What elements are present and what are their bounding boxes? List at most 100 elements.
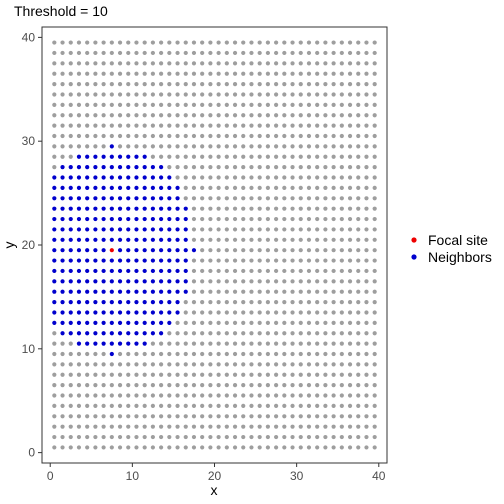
background-point — [274, 331, 279, 336]
background-point — [323, 227, 328, 232]
background-point — [159, 341, 164, 346]
background-point — [339, 268, 344, 274]
background-point — [183, 71, 188, 76]
background-point — [323, 175, 328, 180]
background-point — [85, 40, 90, 45]
background-point — [274, 341, 279, 346]
neighbor-point — [68, 279, 73, 284]
background-point — [257, 216, 262, 222]
background-point — [306, 50, 312, 56]
background-point — [356, 331, 361, 336]
background-point — [208, 403, 213, 408]
background-point — [274, 165, 279, 170]
background-point — [323, 414, 328, 419]
background-point — [274, 216, 279, 222]
background-point — [323, 341, 328, 346]
neighbor-point — [150, 289, 155, 294]
background-point — [126, 424, 131, 429]
background-point — [117, 113, 123, 118]
background-point — [331, 393, 336, 398]
background-point — [306, 403, 312, 408]
background-point — [76, 50, 82, 56]
background-point — [347, 414, 353, 419]
neighbor-point — [126, 258, 131, 263]
background-point — [290, 393, 295, 398]
background-point — [290, 196, 295, 201]
neighbor-point — [183, 268, 188, 274]
neighbor-point — [159, 279, 164, 284]
neighbor-point — [76, 237, 82, 242]
neighbor-point — [109, 216, 114, 222]
neighbor-point — [150, 248, 155, 253]
background-point — [265, 216, 270, 222]
background-point — [52, 113, 57, 118]
neighbor-point — [142, 341, 147, 346]
neighbor-point — [109, 289, 114, 294]
background-point — [323, 372, 328, 377]
neighbor-point — [85, 175, 90, 180]
background-point — [331, 227, 336, 232]
neighbor-point — [159, 331, 164, 336]
neighbor-point — [159, 300, 164, 305]
background-point — [290, 403, 295, 408]
background-point — [282, 300, 287, 305]
neighbor-point — [167, 320, 172, 325]
background-point — [175, 424, 180, 429]
background-point — [175, 403, 180, 408]
background-point — [282, 216, 287, 222]
neighbor-point — [109, 310, 114, 315]
background-point — [150, 92, 155, 97]
background-point — [347, 92, 353, 97]
background-point — [216, 133, 221, 139]
background-point — [347, 71, 353, 76]
background-point — [356, 268, 361, 274]
background-point — [298, 133, 303, 139]
background-point — [249, 71, 254, 76]
background-point — [191, 289, 197, 294]
background-point — [126, 113, 131, 118]
background-point — [52, 393, 57, 398]
background-point — [331, 154, 336, 159]
background-point — [257, 424, 262, 429]
background-point — [306, 40, 312, 45]
background-point — [52, 133, 57, 139]
background-point — [150, 351, 155, 357]
background-point — [356, 102, 361, 107]
background-point — [306, 71, 312, 76]
neighbor-point — [126, 248, 131, 253]
neighbor-point — [93, 196, 98, 201]
background-point — [298, 331, 303, 336]
background-point — [364, 383, 369, 388]
background-point — [60, 102, 65, 107]
background-point — [183, 300, 188, 305]
background-point — [208, 196, 213, 201]
background-point — [339, 92, 344, 97]
neighbor-point — [109, 320, 114, 325]
background-point — [191, 403, 197, 408]
background-point — [372, 351, 377, 357]
neighbor-point — [68, 248, 73, 253]
background-point — [224, 185, 229, 190]
background-point — [68, 341, 73, 346]
background-point — [117, 393, 123, 398]
neighbor-point — [101, 300, 106, 305]
background-point — [298, 383, 303, 388]
background-point — [224, 393, 229, 398]
neighbor-point — [101, 227, 106, 232]
background-point — [117, 61, 123, 66]
neighbor-point — [76, 341, 82, 346]
background-point — [339, 383, 344, 388]
background-point — [315, 393, 320, 398]
background-point — [224, 175, 229, 180]
neighbor-point — [175, 258, 180, 263]
background-point — [216, 320, 221, 325]
background-point — [191, 133, 197, 139]
background-point — [241, 102, 246, 107]
background-point — [257, 61, 262, 66]
background-point — [208, 133, 213, 139]
background-point — [249, 50, 254, 56]
background-point — [224, 341, 229, 346]
background-point — [331, 185, 336, 190]
neighbor-point — [150, 310, 155, 315]
background-point — [315, 445, 320, 450]
